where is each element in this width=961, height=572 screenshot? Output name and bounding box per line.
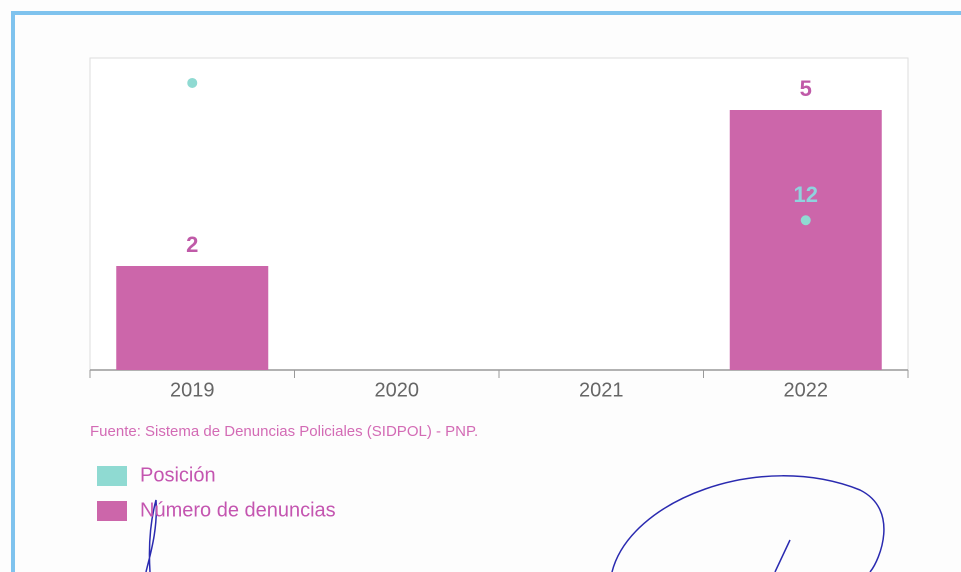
source-note: Fuente: Sistema de Denuncias Policiales … bbox=[90, 423, 478, 440]
legend-swatch bbox=[97, 501, 127, 521]
position-dot bbox=[187, 77, 198, 88]
page-border bbox=[11, 11, 961, 572]
bar bbox=[729, 110, 882, 370]
legend-label: Número de denuncias bbox=[140, 499, 336, 521]
legend-swatch bbox=[97, 466, 127, 486]
x-tick-label: 2019 bbox=[170, 379, 215, 401]
position-value-label: 12 bbox=[794, 182, 818, 207]
bar-value-label: 5 bbox=[800, 76, 812, 101]
signature bbox=[611, 475, 885, 572]
position-dot bbox=[800, 215, 811, 226]
x-tick-label: 2021 bbox=[579, 379, 624, 401]
bar bbox=[116, 266, 269, 370]
x-tick-label: 2022 bbox=[784, 379, 829, 401]
x-tick-label: 2020 bbox=[375, 379, 420, 401]
legend-label: Posición bbox=[140, 464, 216, 486]
bar-value-label: 2 bbox=[186, 232, 198, 257]
signature bbox=[145, 499, 158, 572]
